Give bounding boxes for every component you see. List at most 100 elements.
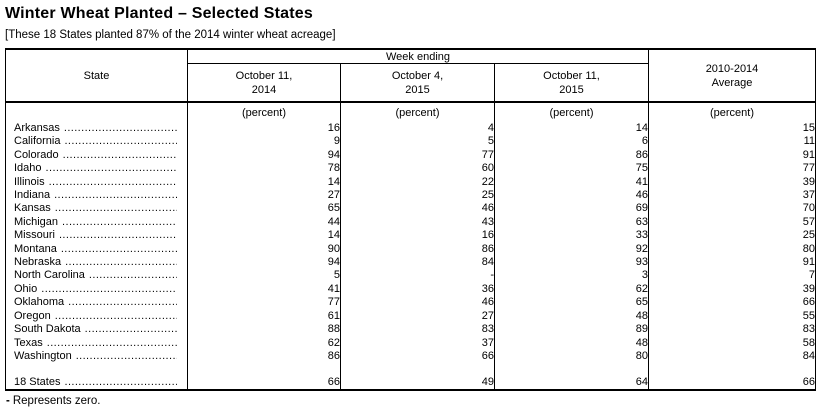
winter-wheat-planted-table: State Week ending 2010-2014 Average Octo… (5, 48, 816, 392)
value-cell: 14 (187, 229, 341, 243)
average-header-line1: 2010-2014 (705, 62, 759, 75)
state-cell: Washington (6, 350, 188, 363)
state-cell: Idaho (6, 162, 188, 175)
table-row: Montana 90 86 92 80 (6, 242, 816, 257)
table-row: Oklahoma 77 46 65 66 (6, 296, 816, 310)
dot-leader (64, 122, 177, 135)
value-cell: 77 (648, 162, 816, 176)
state-name: Idaho (14, 162, 42, 175)
value-cell: 41 (187, 282, 341, 297)
units-empty-cell (6, 102, 188, 122)
dot-leader (61, 243, 177, 256)
value-cell: 65 (187, 202, 341, 216)
total-label-cell: 18 States (6, 374, 188, 390)
state-name: South Dakota (14, 323, 81, 336)
value-cell: 91 (648, 148, 816, 163)
table-row: Nebraska 94 84 93 91 (6, 256, 816, 270)
value-cell: 77 (340, 148, 495, 163)
value-cell: 89 (494, 323, 649, 337)
value-cell: 39 (648, 175, 816, 190)
state-name: Oregon (14, 309, 51, 322)
state-cell: Montana (6, 243, 188, 256)
state-name: Oklahoma (14, 296, 65, 309)
table-row: Arkansas 16 4 14 15 (6, 122, 816, 136)
value-cell: 94 (187, 256, 341, 270)
value-cell: 93 (494, 256, 649, 270)
state-cell: Ohio (6, 283, 188, 296)
value-cell: 43 (340, 215, 495, 230)
dot-leader (55, 310, 177, 323)
column-header-oct11-2014: October 11, 2014 (187, 63, 341, 103)
dot-leader (89, 269, 177, 282)
value-cell: 62 (187, 336, 341, 350)
value-cell: 78 (187, 162, 341, 176)
state-name: North Carolina (14, 269, 85, 282)
date-line1: October 11, (543, 69, 600, 82)
value-cell: 25 (648, 229, 816, 243)
value-cell: 9 (187, 135, 341, 149)
value-cell: 83 (648, 323, 816, 337)
value-cell: 80 (648, 242, 816, 257)
value-cell: 61 (187, 309, 341, 324)
value-cell: 6 (494, 135, 649, 149)
dot-leader (54, 189, 177, 202)
value-cell: 65 (494, 296, 649, 310)
date-line2: 2015 (405, 83, 430, 96)
table-row: Idaho 78 60 75 77 (6, 162, 816, 176)
table-row: Texas 62 37 48 58 (6, 336, 816, 350)
value-cell: 63 (494, 215, 649, 230)
state-cell: Arkansas (6, 122, 188, 135)
value-cell: 83 (340, 323, 495, 337)
value-cell: 37 (648, 189, 816, 203)
value-cell: 88 (187, 323, 341, 337)
dot-leader (62, 216, 177, 229)
value-cell: 55 (648, 309, 816, 324)
coverage-note: [These 18 States planted 87% of the 2014… (5, 29, 336, 41)
state-name: Washington (14, 349, 72, 362)
dot-leader (46, 162, 177, 175)
spacer-cell (6, 363, 188, 374)
date-line1: October 11, (235, 69, 293, 82)
spacer-cell (340, 363, 495, 375)
value-cell: 16 (187, 122, 341, 136)
state-name: California (14, 135, 61, 148)
date-line1: October 4, (391, 69, 444, 82)
dot-leader (63, 149, 177, 162)
state-cell: Michigan (6, 216, 188, 229)
table-row: Colorado 94 77 86 91 (6, 148, 816, 163)
footnote-text: Represents zero. (12, 395, 101, 408)
value-cell: 27 (340, 309, 495, 324)
total-row: 18 States 66 49 64 66 (6, 374, 816, 391)
state-cell: North Carolina (6, 269, 188, 282)
value-cell: 48 (494, 336, 649, 350)
total-value-cell: 49 (340, 374, 495, 391)
unit-label: (percent) (187, 102, 341, 122)
state-name: Nebraska (14, 256, 62, 269)
value-cell: 22 (340, 175, 495, 190)
value-cell: 14 (187, 175, 341, 190)
value-cell: 16 (340, 229, 495, 243)
state-cell: Oregon (6, 310, 188, 323)
total-label: 18 States (14, 375, 61, 388)
state-name: Indiana (14, 189, 51, 202)
value-cell: 80 (494, 349, 649, 364)
total-value-cell: 66 (187, 374, 341, 391)
group-header-week-ending: Week ending (187, 49, 649, 64)
value-cell: 7 (648, 269, 816, 283)
average-header-line2: Average (711, 76, 753, 89)
value-cell: 58 (648, 336, 816, 350)
column-header-state: State (5, 49, 188, 103)
spacer-cell (648, 363, 816, 375)
state-name: Illinois (14, 175, 45, 188)
value-cell: 46 (340, 296, 495, 310)
value-cell: 39 (648, 282, 816, 297)
dot-leader (64, 375, 177, 389)
dot-leader (64, 135, 177, 148)
value-cell: 33 (494, 229, 649, 243)
value-cell: 69 (494, 202, 649, 216)
value-cell: - (340, 269, 495, 283)
value-cell: 70 (648, 202, 816, 216)
state-name: Colorado (14, 148, 59, 161)
spacer-cell (187, 363, 341, 375)
